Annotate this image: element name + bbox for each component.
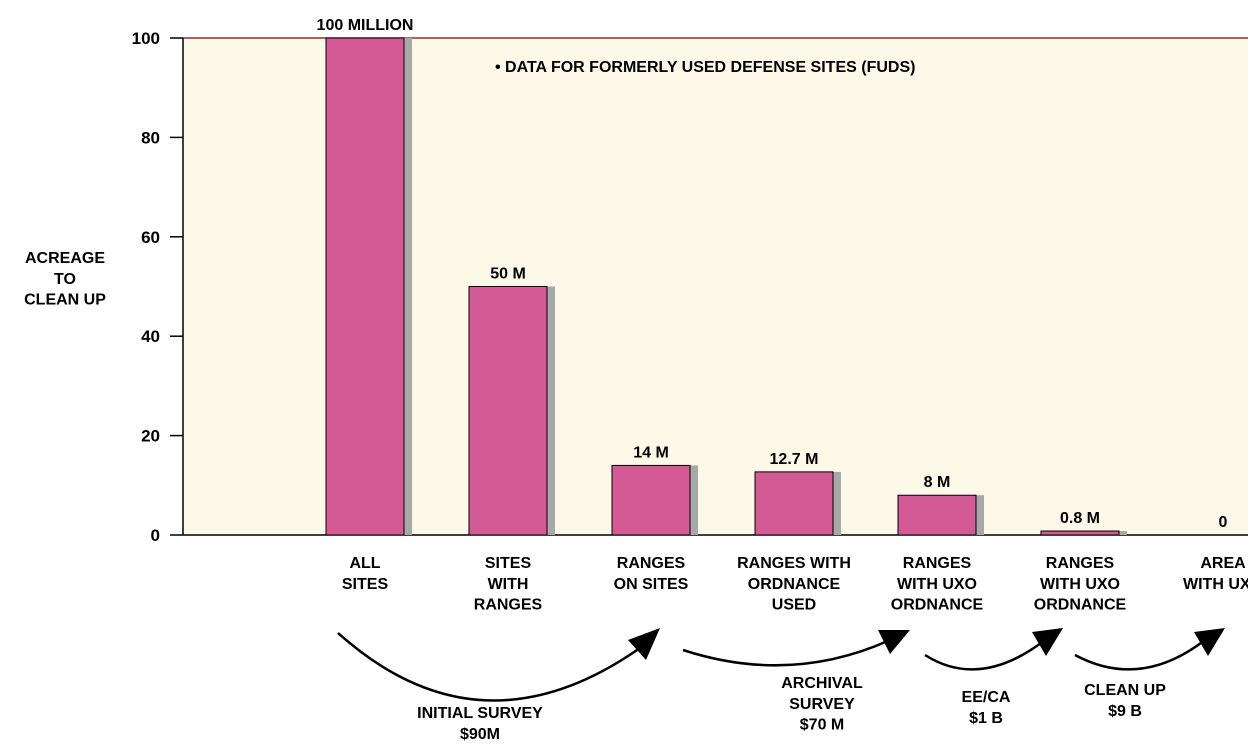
arrow-head <box>628 628 660 660</box>
bar <box>1040 530 1120 536</box>
y-tick-label: 80 <box>141 128 160 147</box>
arrow <box>924 639 1046 671</box>
arrow-head <box>1032 628 1063 656</box>
value-label: 8 M <box>924 474 951 491</box>
value-label: 12.7 M <box>770 451 819 468</box>
phase-arrows <box>337 632 1206 702</box>
x-tick-label: RANGES WITH ORDNANCE USED <box>737 555 851 614</box>
phase-label: EE/CA $1 B <box>962 689 1011 727</box>
x-tick-label: SITES WITH RANGES <box>474 555 543 614</box>
value-label: 50 M <box>490 266 526 283</box>
y-tick-label: 0 <box>151 526 160 545</box>
bar <box>468 286 548 536</box>
x-tick-label: RANGES WITH UXO ORDNANCE <box>891 555 984 614</box>
x-tick-label: ALL SITES <box>342 555 389 593</box>
arrow <box>337 632 641 702</box>
bar <box>754 471 834 536</box>
value-label: 0 <box>1219 514 1228 531</box>
y-tick-label: 60 <box>141 228 160 247</box>
bar <box>325 37 405 536</box>
arrow-heads <box>628 628 1225 660</box>
arrow <box>1074 639 1206 671</box>
y-tick-label: 20 <box>141 427 160 446</box>
y-tick-label: 40 <box>141 327 160 346</box>
x-tick-label: RANGES ON SITES <box>614 555 689 593</box>
bar <box>897 494 977 536</box>
y-tick-label: 100 <box>132 29 160 48</box>
arrow-head <box>1194 628 1225 656</box>
value-label: 0.8 M <box>1060 510 1100 527</box>
annotation: • DATA FOR FORMERLY USED DEFENSE SITES (… <box>495 59 915 76</box>
value-label: 100 MILLION <box>317 17 414 34</box>
arrow-head <box>878 630 910 654</box>
y-axis-label: ACREAGE TO CLEAN UP <box>24 250 106 309</box>
phase-label: INITIAL SURVEY $90M <box>417 705 543 743</box>
arrow <box>682 638 891 667</box>
phase-label: ARCHIVAL SURVEY $70 M <box>781 675 863 734</box>
x-tick-label: RANGES WITH UXO ORDNANCE <box>1034 555 1127 614</box>
value-label: 14 M <box>633 444 669 461</box>
bar <box>611 464 691 536</box>
phase-label: CLEAN UP $9 B <box>1084 682 1166 720</box>
